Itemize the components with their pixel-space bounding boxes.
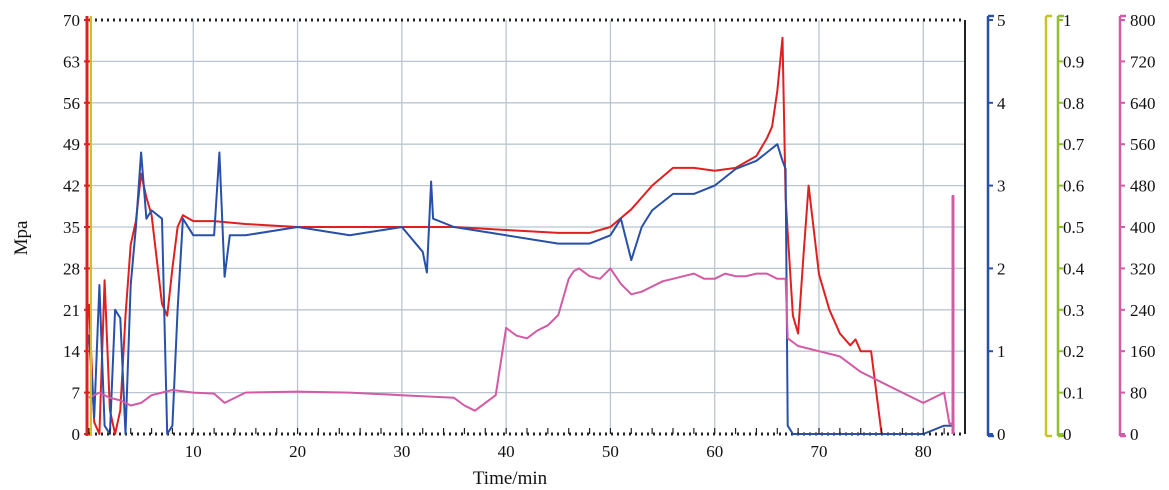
left-tick-label: 42 xyxy=(63,177,80,196)
tick-label: 0.1 xyxy=(1063,384,1084,403)
x-tick-label: 40 xyxy=(498,442,515,461)
tick-label: 0 xyxy=(1063,425,1072,444)
tick-label: 320 xyxy=(1130,259,1156,278)
x-tick-label: 30 xyxy=(393,442,410,461)
series-line-2 xyxy=(88,267,955,425)
left-tick-label: 35 xyxy=(63,218,80,237)
x-axis-title: Time/min xyxy=(473,468,548,489)
tick-label: 2 xyxy=(997,259,1006,278)
tick-label: 0.8 xyxy=(1063,94,1084,113)
tick-label: 0.5 xyxy=(1063,218,1084,237)
grid xyxy=(89,20,965,434)
left-axis: 0 7 14 21 28 35 42 49 56 63 70 xyxy=(63,11,92,444)
tick-label: 160 xyxy=(1130,342,1156,361)
tick-label: 0 xyxy=(1130,425,1139,444)
tick-label: 560 xyxy=(1130,135,1156,154)
tick-label: 0.9 xyxy=(1063,52,1084,71)
tick-label: 0 xyxy=(997,425,1006,444)
tick-label: 4 xyxy=(997,94,1006,113)
left-tick-label: 0 xyxy=(72,425,81,444)
x-tick-label: 20 xyxy=(289,442,306,461)
tick-label: 3 xyxy=(997,177,1006,196)
tick-label: 480 xyxy=(1130,177,1156,196)
left-tick-label: 7 xyxy=(72,384,81,403)
tick-label: 1 xyxy=(1063,11,1072,30)
series-line-1 xyxy=(88,143,955,435)
left-tick-label: 56 xyxy=(63,94,80,113)
left-tick-label: 14 xyxy=(63,342,81,361)
x-tick-label: 80 xyxy=(915,442,932,461)
tick-label: 80 xyxy=(1130,384,1147,403)
y-axis-title: Mpa xyxy=(11,220,32,255)
tick-label: 5 xyxy=(997,11,1006,30)
tick-label: 0.4 xyxy=(1063,259,1085,278)
tick-label: 240 xyxy=(1130,301,1156,320)
tick-label: 0.2 xyxy=(1063,342,1084,361)
tick-label: 1 xyxy=(997,342,1006,361)
x-tick-label: 70 xyxy=(811,442,828,461)
left-tick-label: 70 xyxy=(63,11,80,30)
x-tick-label: 60 xyxy=(706,442,723,461)
axis-right1: 0 1 2 3 4 5 xyxy=(986,11,1006,444)
tick-label: 0.3 xyxy=(1063,301,1084,320)
series-layer xyxy=(88,36,955,435)
x-tick-label: 10 xyxy=(185,442,202,461)
tick-label: 640 xyxy=(1130,94,1156,113)
left-tick-label: 28 xyxy=(63,259,80,278)
right-axes: 0 1 2 3 4 5 0 0.1 0.2 0.3 0.4 0.5 0.6 0.7 0.8 0.9 1 0 80 16… xyxy=(986,11,1156,444)
tick-label: 800 xyxy=(1130,11,1156,30)
left-tick-label: 63 xyxy=(63,52,80,71)
x-tick-label: 50 xyxy=(602,442,619,461)
x-axis: 10 20 30 40 50 60 70 80 xyxy=(88,428,966,461)
axis-right2: 0 0.1 0.2 0.3 0.4 0.5 0.6 0.7 0.8 0.9 1 xyxy=(1044,11,1085,444)
left-tick-label: 49 xyxy=(63,135,80,154)
tick-label: 400 xyxy=(1130,218,1156,237)
left-tick-label: 21 xyxy=(63,301,80,320)
tick-label: 0.7 xyxy=(1063,135,1085,154)
axis-right3: 0 80 160 240 320 400 480 560 640 720 800 xyxy=(1118,11,1156,444)
tick-label: 0.6 xyxy=(1063,177,1084,196)
tick-label: 720 xyxy=(1130,52,1156,71)
series-line-3 xyxy=(951,195,955,434)
